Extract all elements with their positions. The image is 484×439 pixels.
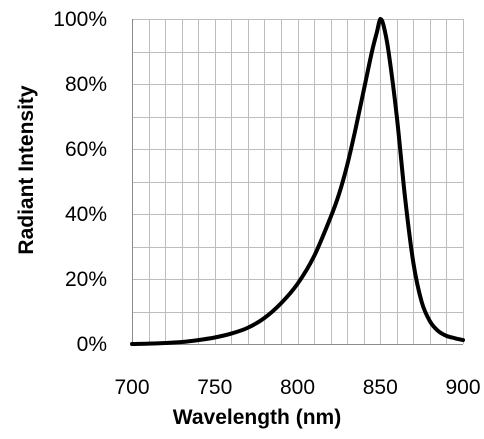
axes (132, 19, 463, 345)
x-tick-label: 900 (445, 376, 480, 399)
y-tick-label: 100% (53, 8, 107, 31)
tick-labels: 700 750 800 850 900 0% 20% 40% 60% 80% 100% (53, 8, 480, 399)
x-tick-label: 750 (197, 376, 232, 399)
grid (132, 19, 464, 345)
y-axis-title: Radiant Intensity (15, 85, 38, 255)
y-tick-label: 20% (65, 268, 107, 291)
y-tick-label: 80% (65, 73, 107, 96)
series (130, 17, 465, 346)
x-tick-label: 850 (363, 376, 398, 399)
y-tick-label: 40% (65, 203, 107, 226)
y-tick-label: 60% (65, 138, 107, 161)
y-tick-label: 0% (77, 333, 107, 356)
x-tick-label: 700 (114, 376, 149, 399)
x-tick-label: 800 (280, 376, 315, 399)
x-axis-title: Wavelength (nm) (173, 406, 341, 429)
series-line (130, 17, 465, 346)
